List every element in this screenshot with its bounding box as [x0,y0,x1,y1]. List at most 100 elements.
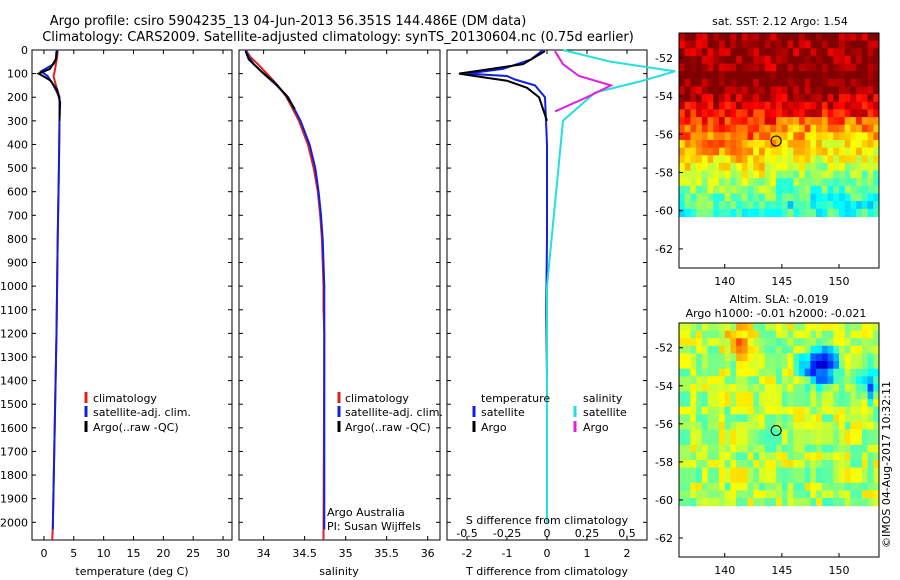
map-cell [793,78,800,88]
map-cell [776,124,783,133]
map-cell [781,353,789,362]
map-cell [724,170,731,179]
map-cell [821,117,829,126]
map-cell [707,467,714,476]
map-cell [747,78,754,88]
map-cell [764,391,771,400]
map-cell [679,467,686,476]
map-cell [833,368,840,377]
map-cell [759,185,766,194]
map-cell [816,147,823,156]
map-cell [713,71,720,80]
map-cell [810,399,817,408]
map-cell [730,421,737,431]
map-cell [850,475,857,484]
map-cell [776,376,783,385]
map-cell [724,124,731,133]
map-cell [770,33,777,42]
map-cell [736,490,743,499]
map-cell [816,185,823,194]
map-cell [679,109,686,118]
map-cell [833,33,840,42]
map-cell [839,185,846,194]
map-cell [850,414,857,423]
map-cell [793,170,800,179]
map-cell [793,391,800,400]
map-cell [873,109,879,118]
map-cell [850,94,857,103]
map-cell [821,63,829,72]
map-cell [690,482,697,491]
argo-position-marker [770,424,782,436]
map-cell [781,71,789,80]
y-tick-label: 900 [7,257,28,270]
map-cell [873,193,879,202]
salinity-axes-box [238,49,441,541]
map-cell [736,178,743,187]
legend-s-satellite-label: satellite [583,406,627,419]
map-cell [787,376,794,385]
map-cell [713,155,720,164]
map-cell [844,185,851,194]
map-cell [844,117,851,126]
map-cell [844,33,851,42]
map-cell [787,162,794,172]
map-cell [684,132,691,141]
map-cell [861,421,869,431]
map-cell [850,86,857,95]
map-cell [753,323,760,332]
map-cell [793,406,800,415]
map-cell [804,475,811,484]
map-cell [679,383,686,393]
map-cell [781,338,789,347]
map-cell [856,140,863,149]
map-cell [867,323,874,332]
top-tick-label: -0.5 [456,527,477,540]
map-cell [799,101,806,110]
map-cell [724,140,731,149]
map-cell [793,71,800,80]
map-cell [713,460,720,469]
map-cell [804,193,811,202]
map-cell [747,490,754,499]
map-cell [679,94,686,103]
map-cell [821,323,829,332]
map-cell [839,117,846,126]
map-cell [684,101,691,110]
map-cell [690,475,697,484]
map-cell [793,55,800,65]
map-cell [684,429,691,438]
map-cell [707,55,714,65]
map-cell [810,178,817,187]
map-cell [736,368,743,377]
map-cell [713,117,720,126]
map-cell [759,40,766,49]
map-cell [719,124,726,133]
map-cell [856,48,863,57]
map-cell [747,101,754,110]
map-cell [770,467,777,476]
map-cell [679,345,686,354]
map-cell [793,132,800,141]
map-cell [690,490,697,499]
map-cell [719,490,726,499]
map-cell [856,361,863,370]
map-cell [701,140,709,149]
map-cell [850,368,857,377]
map-cell [724,437,731,446]
map-cell [844,444,851,453]
map-cell [833,498,840,507]
map-cell [770,124,777,133]
map-cell [781,86,789,95]
map-cell [861,94,869,103]
map-cell [736,399,743,408]
map-cell [839,86,846,95]
map-cell [747,86,754,95]
map-cell [787,71,794,80]
map-cell [804,132,811,141]
map-cell [827,48,834,57]
map-cell [690,170,697,179]
map-cell [873,444,879,453]
map-cell [810,40,817,49]
map-cell [850,124,857,133]
